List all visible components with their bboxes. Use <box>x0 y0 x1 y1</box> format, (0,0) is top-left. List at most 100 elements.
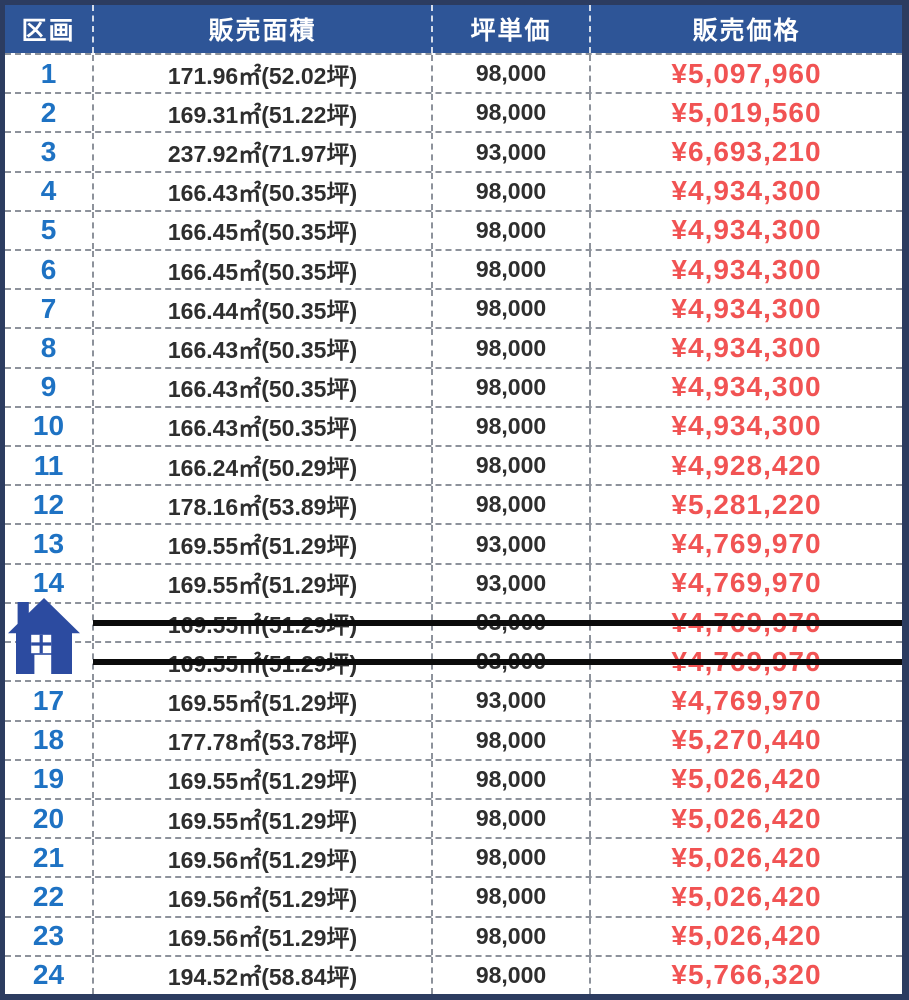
lot-cell: 23 <box>32 920 65 952</box>
lot-cell: 2 <box>40 96 57 128</box>
unit-price-cell: 98,000 <box>431 368 589 406</box>
lot-cell: 21 <box>32 841 65 873</box>
column-header-lot: 区画 <box>21 17 76 45</box>
unit-price-cell: 93,000 <box>431 133 589 171</box>
unit-price-cell: 98,000 <box>431 956 589 994</box>
unit-price-cell: 93,000 <box>431 525 589 563</box>
unit-price-cell: 98,000 <box>431 407 589 446</box>
lot-cell: 11 <box>33 449 64 481</box>
price-cell: ¥5,766,320 <box>589 956 902 994</box>
area-cell: 169.31㎡(51.22坪) <box>92 94 431 132</box>
area-cell: 166.43㎡(50.35坪) <box>92 368 431 406</box>
area-cell: 169.56㎡(51.29坪) <box>92 839 431 877</box>
column-header-unit-price: 坪単価 <box>431 5 589 53</box>
table-row: 14 169.55㎡(51.29坪) 93,000 ¥4,769,970 <box>5 562 902 602</box>
unit-price-cell: 98,000 <box>431 94 589 132</box>
unit-price-cell: 98,000 <box>431 878 589 916</box>
table-row: 9 166.43㎡(50.35坪) 98,000 ¥4,934,300 <box>5 366 902 406</box>
lot-cell: 22 <box>32 880 65 912</box>
lot-cell: 6 <box>40 253 57 285</box>
unit-price-cell: 98,000 <box>431 290 589 328</box>
table-row: 7 166.44㎡(50.35坪) 98,000 ¥4,934,300 <box>5 288 902 328</box>
area-cell: 169.55㎡(51.29坪) <box>92 525 431 563</box>
unit-price-cell: 98,000 <box>431 329 589 367</box>
price-cell: ¥5,026,420 <box>589 760 902 798</box>
area-cell: 169.56㎡(51.29坪) <box>92 917 431 955</box>
price-cell: ¥5,026,420 <box>589 878 902 916</box>
area-cell: 166.43㎡(50.35坪) <box>92 172 431 210</box>
lot-cell: 7 <box>40 292 57 324</box>
lot-cell: 8 <box>40 332 57 364</box>
lot-cell: 12 <box>32 488 65 520</box>
table-row: 169.55㎡(51.29坪)93,000¥4,769,970 <box>5 641 902 681</box>
unit-price-cell: 93,000 <box>431 564 589 602</box>
table-row: 169.55㎡(51.29坪)93,000¥4,769,970 <box>5 601 902 642</box>
lot-cell: 3 <box>40 136 57 167</box>
price-cell: ¥5,270,440 <box>589 721 902 759</box>
area-cell: 169.56㎡(51.29坪) <box>92 878 431 916</box>
area-cell: 169.55㎡(51.29坪) <box>92 564 431 602</box>
price-cell: ¥5,019,560 <box>589 94 902 132</box>
table-row: 1 171.96㎡(52.02坪) 98,000 ¥5,097,960 <box>5 53 902 93</box>
area-cell: 169.55㎡(51.29坪) <box>92 682 431 720</box>
price-cell: ¥4,928,420 <box>589 447 902 485</box>
table-row: 4 166.43㎡(50.35坪) 98,000 ¥4,934,300 <box>5 170 902 210</box>
strikethrough-line <box>93 619 902 626</box>
price-cell: ¥4,934,300 <box>589 251 902 289</box>
house-icon <box>7 598 80 674</box>
area-cell: 237.92㎡(71.97坪) <box>92 133 431 171</box>
column-header-area: 販売面積 <box>92 5 431 53</box>
table-row: 12 178.16㎡(53.89坪) 98,000 ¥5,281,220 <box>5 484 902 524</box>
unit-price-cell: 98,000 <box>431 760 589 798</box>
table-row: 11 166.24㎡(50.29坪) 98,000 ¥4,928,420 <box>5 445 902 485</box>
area-cell: 177.78㎡(53.78坪) <box>92 721 431 759</box>
table-row: 3 237.92㎡(71.97坪) 93,000 ¥6,693,210 <box>5 131 902 171</box>
lot-cell: 1 <box>40 57 57 89</box>
area-cell: 169.55㎡(51.29坪) <box>92 799 431 838</box>
table-row: 6 166.45㎡(50.35坪) 98,000 ¥4,934,300 <box>5 249 902 289</box>
lot-cell: 5 <box>40 214 57 246</box>
lot-cell: 17 <box>32 684 65 716</box>
unit-price-cell: 98,000 <box>431 447 589 485</box>
price-cell: ¥4,769,970 <box>589 525 902 563</box>
lot-cell: 14 <box>32 567 65 599</box>
area-cell: 166.44㎡(50.35坪) <box>92 290 431 328</box>
lot-cell: 4 <box>40 175 57 207</box>
table-row: 23 169.56㎡(51.29坪) 98,000 ¥5,026,420 <box>5 915 902 955</box>
price-cell: ¥6,693,210 <box>589 133 902 171</box>
area-cell: 194.52㎡(58.84坪) <box>92 956 431 994</box>
table-row: 24 194.52㎡(58.84坪) 98,000 ¥5,766,320 <box>5 954 902 994</box>
price-cell: ¥5,026,420 <box>589 799 902 838</box>
lot-cell: 13 <box>32 528 65 560</box>
price-cell: ¥5,026,420 <box>589 839 902 877</box>
unit-price-cell: 98,000 <box>431 55 589 93</box>
area-cell: 166.45㎡(50.35坪) <box>92 251 431 289</box>
area-cell: 166.43㎡(50.35坪) <box>92 407 431 446</box>
area-cell: 166.43㎡(50.35坪) <box>92 329 431 367</box>
unit-price-cell: 98,000 <box>431 839 589 877</box>
price-cell: ¥4,934,300 <box>589 407 902 446</box>
table-row: 2 169.31㎡(51.22坪) 98,000 ¥5,019,560 <box>5 92 902 132</box>
price-cell: ¥5,281,220 <box>589 486 902 524</box>
table-row: 17 169.55㎡(51.29坪) 93,000 ¥4,769,970 <box>5 680 902 720</box>
unit-price-cell: 98,000 <box>431 251 589 289</box>
table-row: 20 169.55㎡(51.29坪) 98,000 ¥5,026,420 <box>5 797 902 838</box>
strikethrough-line <box>93 658 902 665</box>
price-cell: ¥4,769,970 <box>589 564 902 602</box>
price-cell: ¥5,097,960 <box>589 55 902 93</box>
unit-price-cell: 98,000 <box>431 486 589 524</box>
unit-price-cell: 93,000 <box>431 682 589 720</box>
area-cell: 171.96㎡(52.02坪) <box>92 55 431 93</box>
table-row: 13 169.55㎡(51.29坪) 93,000 ¥4,769,970 <box>5 523 902 563</box>
price-cell: ¥4,934,300 <box>589 368 902 406</box>
unit-price-cell: 98,000 <box>431 917 589 955</box>
table-row: 5 166.45㎡(50.35坪) 98,000 ¥4,934,300 <box>5 209 902 250</box>
lot-cell: 10 <box>32 410 65 442</box>
table-row: 10 166.43㎡(50.35坪) 98,000 ¥4,934,300 <box>5 405 902 446</box>
lot-cell: 20 <box>32 802 65 834</box>
lot-cell: 24 <box>32 959 65 991</box>
lot-cell: 18 <box>32 724 65 756</box>
unit-price-cell: 98,000 <box>431 721 589 759</box>
area-cell: 166.45㎡(50.35坪) <box>92 211 431 250</box>
